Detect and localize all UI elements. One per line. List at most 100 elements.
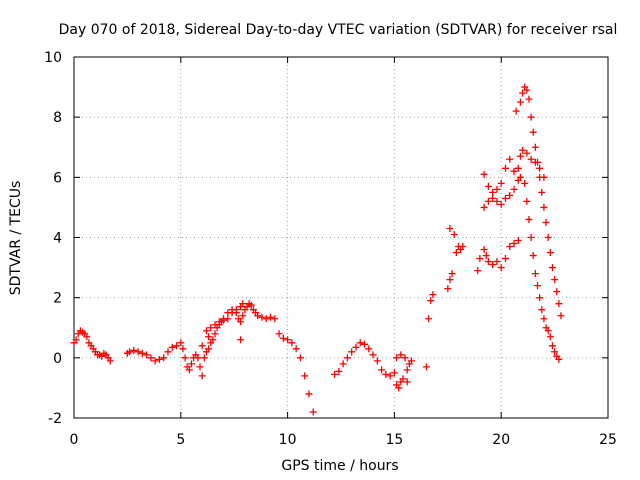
data-point	[493, 197, 501, 205]
data-point	[390, 369, 398, 377]
data-point	[258, 313, 266, 321]
data-point	[551, 348, 559, 356]
data-point	[200, 354, 208, 362]
data-point	[444, 285, 452, 293]
data-point	[254, 312, 262, 320]
data-point	[198, 342, 206, 350]
data-point	[147, 354, 155, 362]
data-point	[247, 301, 255, 309]
data-point	[525, 95, 533, 103]
data-point	[207, 324, 215, 332]
data-point	[497, 264, 505, 272]
data-point	[267, 313, 275, 321]
data-point	[548, 342, 556, 350]
data-point	[534, 158, 542, 166]
x-axis-label: GPS time / hours	[281, 458, 398, 474]
data-point	[407, 357, 415, 365]
data-point	[450, 230, 458, 238]
data-point	[209, 336, 217, 344]
data-point	[369, 351, 377, 359]
data-point	[339, 360, 347, 368]
data-point	[224, 315, 232, 323]
data-point	[542, 218, 550, 226]
data-point	[427, 297, 435, 305]
data-point	[497, 179, 505, 187]
data-point	[527, 234, 535, 241]
data-point	[211, 321, 219, 329]
data-point	[527, 155, 535, 163]
data-point	[506, 191, 514, 199]
data-point	[164, 348, 172, 356]
data-point	[555, 300, 563, 308]
x-tick-label: 15	[385, 432, 403, 448]
data-point	[516, 152, 524, 160]
data-point	[196, 363, 204, 371]
data-point	[288, 339, 296, 347]
data-point	[484, 197, 492, 205]
data-point	[482, 252, 490, 260]
x-tick-label: 20	[492, 432, 510, 448]
x-tick-label: 0	[70, 432, 79, 448]
data-point	[373, 357, 381, 365]
data-point	[452, 249, 460, 257]
x-tick-label: 10	[279, 432, 297, 448]
y-tick-label: 10	[44, 50, 62, 66]
data-point	[279, 334, 287, 342]
data-point	[510, 240, 518, 248]
x-tick-label: 5	[176, 432, 185, 448]
ticks: 0 5 10 15 20 25 -2 0 2 4 6 8 10	[44, 50, 617, 448]
data-point	[529, 128, 537, 136]
data-point	[151, 357, 159, 365]
data-point	[489, 188, 497, 196]
data-point	[536, 294, 544, 302]
data-point	[544, 327, 552, 335]
data-point	[301, 372, 309, 380]
data-point	[551, 276, 559, 284]
data-point	[544, 234, 552, 241]
data-point	[446, 276, 454, 284]
data-point	[506, 243, 514, 251]
data-point	[429, 291, 437, 299]
data-point	[512, 107, 520, 115]
data-point	[181, 354, 189, 362]
data-point	[401, 354, 409, 362]
data-point	[531, 270, 539, 278]
data-point	[480, 203, 488, 211]
data-point	[237, 336, 245, 344]
data-point	[403, 366, 411, 374]
data-point	[202, 327, 210, 335]
data-point	[262, 315, 270, 323]
data-point	[106, 357, 114, 365]
data-point	[425, 315, 433, 323]
series-seg-evening	[422, 83, 565, 371]
y-tick-label: 2	[53, 291, 62, 307]
data-point	[168, 343, 176, 351]
data-point	[155, 355, 163, 363]
data-point	[185, 366, 193, 374]
data-point	[309, 408, 317, 416]
data-point	[205, 333, 213, 341]
data-point	[553, 288, 561, 296]
data-point	[521, 179, 529, 187]
data-point	[519, 146, 527, 154]
y-tick-label: 0	[53, 351, 62, 367]
data-point	[271, 315, 279, 323]
y-tick-label: -2	[48, 411, 62, 427]
data-point	[516, 98, 524, 106]
data-point	[198, 372, 206, 380]
data-point	[523, 86, 531, 94]
data-point	[220, 316, 228, 324]
data-point	[365, 345, 373, 353]
data-point	[215, 318, 223, 326]
data-point	[514, 164, 522, 172]
data-point	[510, 167, 518, 175]
data-point	[305, 390, 313, 398]
data-point	[130, 346, 138, 354]
data-point	[514, 237, 522, 245]
data-point	[476, 255, 484, 263]
data-point	[194, 354, 202, 362]
x-tick-label: 25	[599, 432, 617, 448]
data-point	[501, 164, 509, 172]
data-point	[527, 113, 535, 121]
